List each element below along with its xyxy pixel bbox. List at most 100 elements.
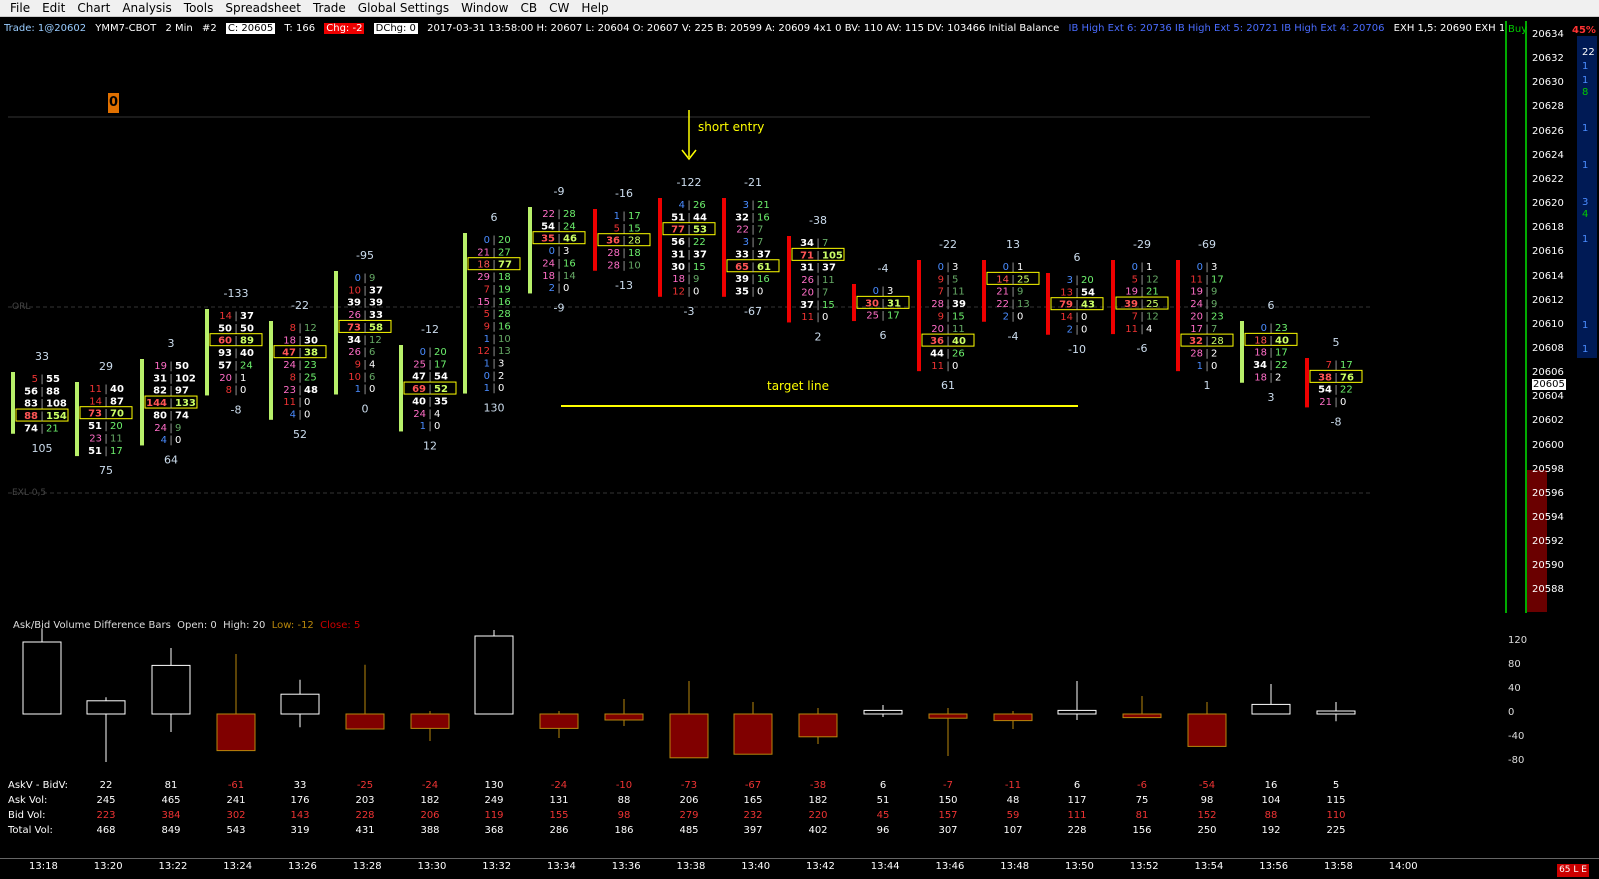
menu-edit[interactable]: Edit (42, 0, 66, 15)
cell-separator: | (1269, 360, 1272, 371)
ask-volume: 13 (1017, 299, 1030, 310)
ask-volume: 108 (46, 399, 67, 410)
stat-cell: 155 (549, 810, 569, 821)
buy-button[interactable]: Buy (1508, 24, 1528, 35)
time-tick-label: 13:56 (1259, 861, 1289, 872)
ask-volume: 16 (757, 212, 770, 223)
bar-delta-top: 29 (99, 360, 113, 373)
stat-row-label: Total Vol: (8, 825, 53, 836)
stat-cell: 131 (549, 795, 569, 806)
bid-volume: 54 (541, 221, 555, 232)
ask-volume: 0 (304, 409, 310, 420)
time-tick-label: 13:22 (158, 861, 188, 872)
bid-volume: 8 (290, 323, 296, 334)
ask-volume: 88 (46, 386, 60, 397)
stat-cell: 98 (617, 810, 631, 821)
ask-volume: 87 (110, 396, 124, 407)
stat-cell: 402 (808, 825, 828, 836)
ask-volume: 9 (1211, 287, 1217, 298)
bid-volume: 5 (1132, 274, 1138, 285)
percent-readout: 45% (1572, 25, 1596, 36)
stat-cell: 5 (1332, 780, 1340, 791)
cell-separator: | (881, 286, 884, 297)
ask-volume: 17 (628, 211, 641, 222)
cell-separator: | (104, 433, 107, 444)
bar-delta-top: -29 (1133, 238, 1151, 251)
bar-delta-top: 5 (1333, 336, 1340, 349)
cell-separator: | (169, 435, 172, 446)
bar-side-indicator (852, 284, 856, 322)
cell-separator: | (1011, 287, 1014, 298)
menu-cw[interactable]: CW (549, 0, 570, 15)
dom-column[interactable] (1505, 21, 1527, 613)
bid-volume: 0 (355, 273, 361, 284)
bid-volume: 14 (996, 274, 1009, 285)
cell-separator: | (428, 359, 431, 370)
cell-separator: | (428, 421, 431, 432)
cell-separator: | (298, 397, 301, 408)
cell-separator: | (492, 247, 495, 258)
ask-volume: 17 (887, 311, 900, 322)
poc-box (597, 233, 651, 247)
bid-volume: 79 (1059, 300, 1073, 311)
bid-volume: 21 (1319, 397, 1332, 408)
menu-analysis[interactable]: Analysis (122, 0, 172, 15)
ib-extensions: IB High Ext 6: 20736 IB High Ext 5: 2072… (1068, 23, 1385, 34)
stat-cell: 241 (226, 795, 246, 806)
ask-volume: 22 (1275, 360, 1288, 371)
ask-volume: 39 (369, 298, 383, 309)
cell-separator: | (104, 409, 107, 420)
candle-body (798, 713, 838, 738)
ask-volume: 40 (1275, 335, 1289, 346)
bar-delta-bottom: -4 (1008, 330, 1019, 343)
cell-separator: | (622, 236, 625, 247)
bid-volume: 33 (735, 249, 749, 260)
cell-separator: | (1269, 372, 1272, 383)
menu-cb[interactable]: CB (520, 0, 538, 15)
cell-separator: | (1334, 397, 1337, 408)
stat-cell: 96 (876, 825, 890, 836)
time-tick-label: 13:18 (29, 861, 58, 872)
menu-file[interactable]: File (10, 0, 31, 15)
cell-separator: | (40, 411, 43, 422)
menu-trade[interactable]: Trade (312, 0, 346, 15)
bid-volume: 1 (484, 334, 490, 345)
stat-cell: 182 (420, 795, 440, 806)
menu-bar: File Edit Chart Analysis Tools Spreadsheet Tra… (0, 0, 1599, 17)
ask-volume: 7 (1211, 324, 1217, 335)
ask-volume: 76 (1340, 372, 1354, 383)
candle-body (151, 664, 191, 715)
bar-delta-top: -122 (677, 176, 702, 189)
menu-spreadsheet[interactable]: Spreadsheet (225, 0, 301, 15)
ask-volume: 18 (628, 248, 641, 259)
ask-volume: 39 (952, 299, 966, 310)
bar-delta-bottom: 52 (293, 428, 307, 441)
candle-body (22, 641, 62, 715)
menu-window[interactable]: Window (461, 0, 509, 15)
cell-separator: | (946, 287, 949, 298)
menu-help[interactable]: Help (581, 0, 609, 15)
menu-tools[interactable]: Tools (183, 0, 214, 15)
cell-separator: | (1140, 262, 1143, 273)
bar-delta-top: -38 (809, 214, 827, 227)
y-tick-label: 80 (1508, 659, 1521, 670)
stat-cell: 75 (1135, 795, 1149, 806)
time-tick-label: 13:24 (223, 861, 253, 872)
menu-global-settings[interactable]: Global Settings (357, 0, 450, 15)
bid-volume: 14 (89, 396, 102, 407)
bar-side-indicator (11, 372, 15, 434)
price-level: 20616 (1532, 246, 1564, 258)
time-tick-label: 13:36 (611, 861, 641, 872)
cell-separator: | (751, 237, 754, 248)
cell-separator: | (428, 396, 431, 407)
bid-volume: 28 (1190, 348, 1203, 359)
ask-volume: 26 (693, 200, 706, 211)
ask-volume: 50 (175, 361, 189, 372)
stat-cell: -54 (1198, 780, 1216, 791)
menu-chart[interactable]: Chart (77, 0, 111, 15)
poc-box (856, 295, 910, 309)
ask-volume: 3 (887, 286, 893, 297)
cell-separator: | (298, 409, 301, 420)
bid-volume: 56 (671, 237, 685, 248)
